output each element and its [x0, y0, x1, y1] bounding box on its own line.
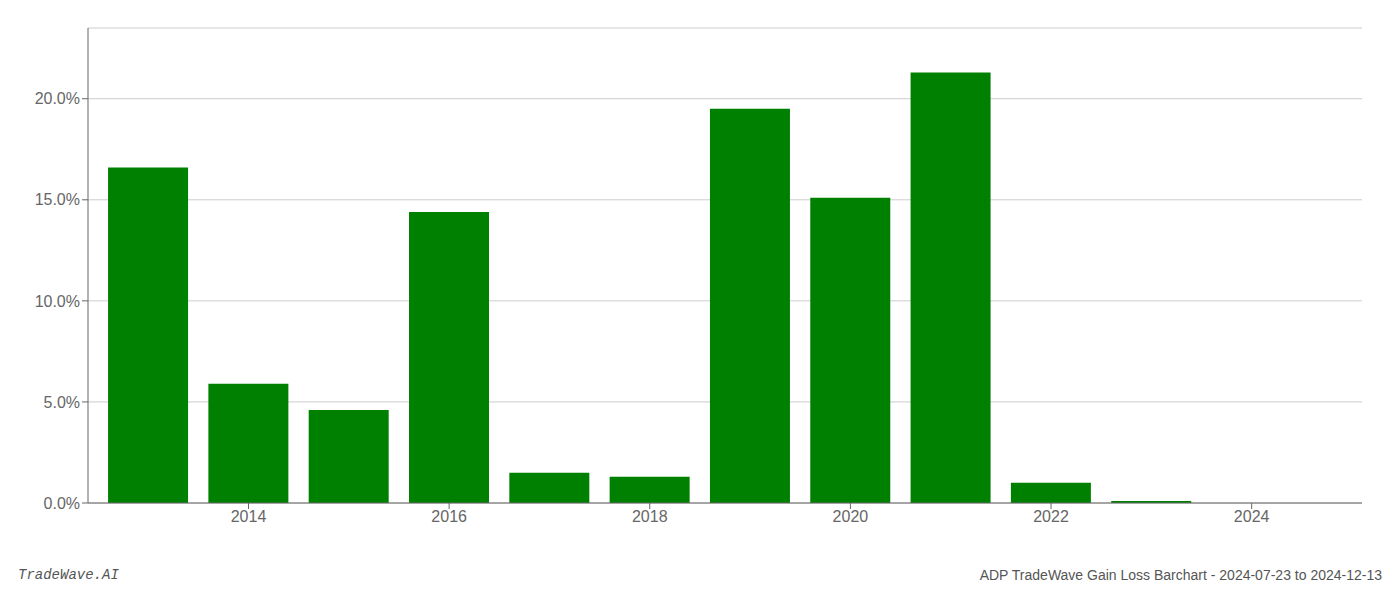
svg-text:2024: 2024 — [1234, 508, 1270, 525]
svg-text:0.0%: 0.0% — [44, 495, 80, 512]
svg-text:2018: 2018 — [632, 508, 668, 525]
svg-text:2020: 2020 — [833, 508, 869, 525]
svg-text:15.0%: 15.0% — [35, 191, 80, 208]
html-text:ADP TradeWave Gain Loss Barcha: ADP TradeWave Gain Loss Barchart - 2024-… — [979, 567, 1382, 583]
svg-text:20.0%: 20.0% — [35, 90, 80, 107]
html-text:TradeWave.AI: TradeWave.AI — [18, 567, 119, 583]
svg-text:5.0%: 5.0% — [44, 394, 80, 411]
svg-text:2022: 2022 — [1033, 508, 1069, 525]
svg-text:10.0%: 10.0% — [35, 293, 80, 310]
svg-text:2016: 2016 — [431, 508, 467, 525]
svg-text:2014: 2014 — [231, 508, 267, 525]
